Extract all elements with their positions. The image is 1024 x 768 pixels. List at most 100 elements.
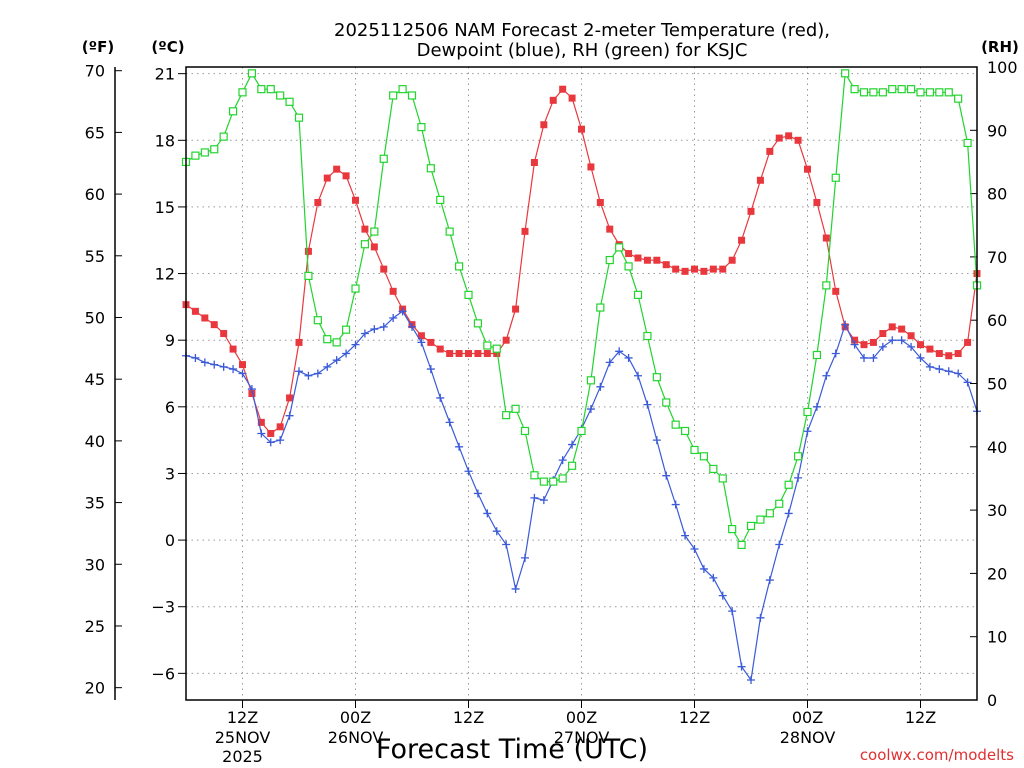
dewpoint-point <box>313 369 322 378</box>
rh-tick-label: 30 <box>987 501 1007 520</box>
rh-point <box>464 290 473 299</box>
temperature-point <box>879 330 887 338</box>
rh-point <box>341 325 351 334</box>
celsius-tick-label: 9 <box>165 331 175 350</box>
series-temperature <box>182 85 981 437</box>
rh-point <box>200 148 209 157</box>
dewpoint-point <box>615 347 624 356</box>
rh-point <box>605 255 614 265</box>
temperature-point <box>587 163 595 171</box>
rh-tick-label: 20 <box>987 564 1007 583</box>
fahrenheit-tick-label: 30 <box>85 555 105 574</box>
temperature-point <box>380 265 388 273</box>
rh-point <box>473 319 483 328</box>
rh-point <box>558 474 567 483</box>
dewpoint-point <box>671 500 680 509</box>
temperature-point <box>257 418 265 426</box>
temperature-point <box>521 227 529 235</box>
temperature-point <box>935 350 943 358</box>
dewpoint-point <box>907 342 916 351</box>
temperature-point <box>719 265 727 273</box>
dewpoint-point <box>266 438 275 447</box>
x-tick-label: 12Z <box>453 708 484 727</box>
dewpoint-point <box>596 382 605 391</box>
rh-point <box>897 85 906 94</box>
plot-frame <box>185 66 978 701</box>
rh-point <box>954 94 963 103</box>
dewpoint-point <box>737 662 746 671</box>
fahrenheit-axis: 20 25 30 35 40 45 50 55 60 65 70 <box>85 62 122 700</box>
dewpoint-point <box>323 362 332 371</box>
rh-point <box>671 420 680 429</box>
celsius-axis: −6 −3 0 3 6 9 12 15 18 21 <box>151 65 186 683</box>
dewpoint-point <box>247 385 256 394</box>
dewpoint-point <box>379 322 388 331</box>
dewpoint-point <box>389 313 398 322</box>
temperature-point <box>756 176 764 184</box>
temperature-point <box>945 352 953 360</box>
rh-point <box>680 426 690 436</box>
fahrenheit-tick-label: 70 <box>85 62 105 81</box>
x-tick-sublabel: 26NOV <box>328 728 384 747</box>
temperature-point <box>493 350 501 358</box>
dewpoint-point <box>530 493 539 502</box>
temperature-point <box>559 85 567 93</box>
rh-point <box>888 85 897 94</box>
temperature-point <box>964 338 972 346</box>
rh-point <box>370 227 379 236</box>
dewpoint-point <box>304 371 313 380</box>
fahrenheit-tick-label: 50 <box>85 308 105 327</box>
dewpoint-point <box>699 564 708 573</box>
dewpoint-point <box>502 540 511 549</box>
dewpoint-point <box>662 471 671 480</box>
fahrenheit-tick-label: 45 <box>85 370 105 389</box>
x-tick-sublabel: 27NOV <box>554 728 610 747</box>
temperature-point <box>333 165 341 173</box>
celsius-tick-label: 12 <box>155 265 175 284</box>
credit-label: coolwx.com/modelts <box>860 746 1014 764</box>
rh-point <box>210 145 219 154</box>
rh-point <box>502 411 511 420</box>
dewpoint-point <box>351 340 360 349</box>
rh-point <box>775 499 784 508</box>
temperature-point <box>578 125 585 133</box>
rh-point <box>690 445 699 455</box>
rh-point <box>577 426 586 436</box>
temperature-point <box>427 338 435 346</box>
celsius-tick-label: 15 <box>155 198 175 217</box>
rh-point <box>360 240 370 249</box>
rh-point <box>869 88 878 97</box>
dewpoint-point <box>728 607 737 616</box>
temperature-point <box>709 265 717 273</box>
rh-point <box>549 477 558 486</box>
dewpoint-point <box>643 400 652 409</box>
temperature-point <box>417 332 425 340</box>
dewpoint-point <box>483 509 492 518</box>
rh-point <box>313 316 322 325</box>
dewpoint-point <box>747 676 755 685</box>
temperature-point <box>530 159 538 167</box>
dewpoint-point <box>445 418 454 427</box>
rh-point <box>831 173 840 182</box>
dewpoint-point <box>897 336 906 345</box>
temperature-point <box>832 287 840 295</box>
rh-tick-label: 40 <box>987 438 1007 457</box>
rh-point <box>935 88 944 97</box>
temperature-point <box>220 330 228 338</box>
rh-point <box>586 376 596 385</box>
dewpoint-point <box>812 402 821 411</box>
rh-unit-label: (RH) <box>981 38 1019 56</box>
rh-point <box>803 407 812 417</box>
temperature-point <box>700 267 708 275</box>
dewpoint-point <box>464 467 473 476</box>
dewpoint-point <box>652 436 661 445</box>
rh-point <box>596 303 605 312</box>
rh-point <box>351 284 360 293</box>
dewpoint-point <box>229 365 238 374</box>
fahrenheit-tick-label: 20 <box>85 679 105 698</box>
rh-point <box>841 69 850 78</box>
dewpoint-point <box>436 393 445 402</box>
chart-title-line-2: Dewpoint (blue), RH (green) for KSJC <box>417 40 748 61</box>
temperature-point <box>681 267 689 275</box>
rh-point <box>228 107 238 116</box>
